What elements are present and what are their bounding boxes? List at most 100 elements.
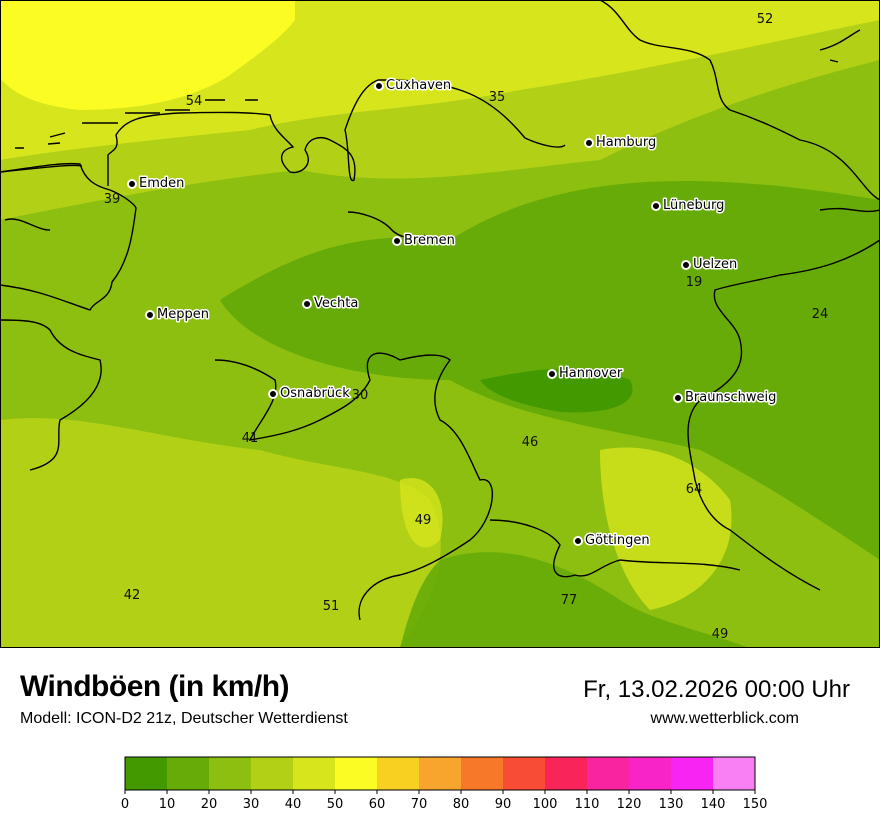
legend-bin — [461, 757, 503, 790]
city-markers: Cuxhaven Hamburg Emden Lüneburg Bremen Uelzen… — [127, 77, 778, 550]
city-marker: Uelzen — [681, 256, 739, 274]
state-border-nrw — [214, 352, 494, 621]
border-west — [0, 319, 102, 471]
gust-value-label: 41 — [242, 431, 259, 446]
city-dot — [681, 260, 691, 270]
city-marker: Lüneburg — [651, 197, 726, 215]
legend-frame — [124, 756, 756, 791]
gust-value-label: 54 — [186, 94, 203, 109]
city-dot — [673, 393, 683, 403]
legend-tick-label: 120 — [617, 797, 642, 812]
legend-bin — [377, 757, 419, 790]
legend-bin — [125, 757, 167, 790]
legend-bin — [419, 757, 461, 790]
city-label: Meppen — [157, 307, 209, 322]
city-marker: Emden — [127, 175, 186, 193]
city-label: Bremen — [404, 233, 455, 248]
legend-tick-label: 20 — [201, 797, 218, 812]
city-label: Uelzen — [693, 257, 737, 272]
website-link[interactable]: www.wetterblick.com — [650, 710, 799, 727]
legend-tick-label: 90 — [495, 797, 512, 812]
legend-bin — [545, 757, 587, 790]
forecast-datetime: Fr, 13.02.2026 00:00 Uhr — [583, 676, 850, 703]
field-10-20-south — [400, 552, 750, 648]
gust-value-label: 19 — [686, 275, 703, 290]
gust-value-label: 64 — [686, 482, 703, 497]
legend-tick-label: 60 — [369, 797, 386, 812]
legend-bin — [629, 757, 671, 790]
legend-tick-label: 10 — [159, 797, 176, 812]
city-dot — [573, 536, 583, 546]
legend-tick-label: 70 — [411, 797, 428, 812]
legend-bin — [503, 757, 545, 790]
map-title: Windböen (in km/h) — [20, 670, 290, 703]
city-dot — [651, 201, 661, 211]
gust-value-label: 46 — [522, 435, 539, 450]
wind-gust-map: Cuxhaven Hamburg Emden Lüneburg Bremen Uelzen… — [0, 0, 880, 648]
city-dot — [268, 389, 278, 399]
city-marker: Hamburg — [584, 134, 658, 152]
legend-bin — [209, 757, 251, 790]
gust-value-label: 51 — [323, 599, 340, 614]
field-40-50-west — [400, 478, 443, 548]
gust-value-label: 77 — [561, 593, 578, 608]
legend-bin — [671, 757, 713, 790]
legend-tick-label: 80 — [453, 797, 470, 812]
legend-tick-label: 150 — [743, 797, 768, 812]
legend-tick-label: 30 — [243, 797, 260, 812]
field-0-10 — [480, 368, 633, 413]
city-dot — [145, 310, 155, 320]
city-marker: Vechta — [302, 295, 360, 313]
city-label: Emden — [139, 176, 184, 191]
city-marker: Cuxhaven — [374, 77, 453, 95]
city-dot — [127, 179, 137, 189]
legend-tick-label: 40 — [285, 797, 302, 812]
legend-bin — [587, 757, 629, 790]
field-30-40-south — [0, 417, 441, 648]
border-south — [489, 519, 741, 578]
city-dot — [374, 81, 384, 91]
legend-tick-label: 140 — [701, 797, 726, 812]
field-40-50-south — [600, 447, 732, 610]
city-label: Hamburg — [596, 135, 656, 150]
city-marker: Braunschweig — [673, 389, 778, 407]
legend-bin — [335, 757, 377, 790]
legend-tick-label: 130 — [659, 797, 684, 812]
city-label: Hannover — [559, 366, 623, 381]
gust-field — [0, 0, 880, 648]
legend-bin — [251, 757, 293, 790]
city-label: Göttingen — [585, 533, 650, 548]
city-label: Braunschweig — [685, 390, 776, 405]
city-marker: Bremen — [392, 232, 456, 250]
legend-bin — [293, 757, 335, 790]
model-source: Modell: ICON-D2 21z, Deutscher Wetterdie… — [20, 710, 348, 727]
gust-value-label: 24 — [812, 307, 829, 322]
legend-tick-label: 0 — [121, 797, 129, 812]
gust-value-label: 52 — [757, 12, 774, 27]
coastline-north — [107, 79, 566, 186]
value-labels: 52 54 35 39 19 24 30 41 46 64 49 42 51 77 49 — [104, 12, 829, 642]
city-marker: Osnabrück — [268, 385, 352, 403]
legend-bin — [713, 757, 755, 790]
border-nl — [0, 162, 137, 311]
city-label: Vechta — [314, 296, 358, 311]
legend-bin — [167, 757, 209, 790]
gust-value-label: 42 — [124, 588, 141, 603]
city-label: Osnabrück — [280, 386, 350, 401]
legend-tick-label: 110 — [575, 797, 600, 812]
gust-value-label: 35 — [489, 90, 506, 105]
gust-value-label: 49 — [415, 513, 432, 528]
city-dot — [302, 299, 312, 309]
field-50-60 — [0, 0, 295, 110]
city-marker: Meppen — [145, 306, 210, 324]
weser — [4, 211, 426, 239]
color-legend: 0 10 20 30 40 50 60 70 80 90 100 110 120 130 140 150 — [121, 756, 768, 812]
city-dot — [584, 138, 594, 148]
city-label: Cuxhaven — [386, 78, 451, 93]
coastline-northeast — [819, 29, 861, 63]
gust-value-label: 49 — [712, 627, 729, 642]
city-marker: Hannover — [547, 365, 624, 383]
legend-tick-label: 100 — [533, 797, 558, 812]
east-frisian-islands — [15, 99, 258, 149]
